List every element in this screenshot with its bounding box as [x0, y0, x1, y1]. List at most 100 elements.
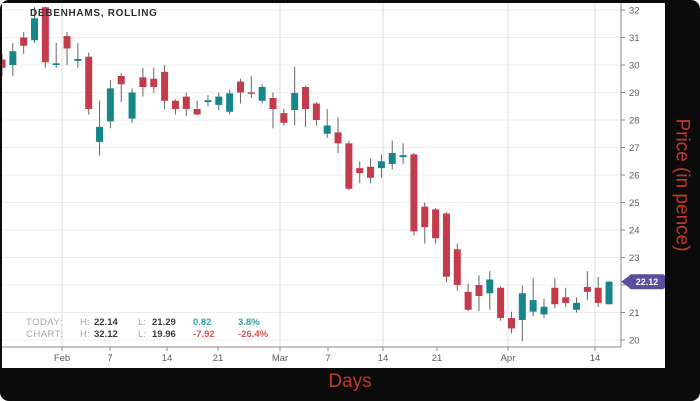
today-high: 22.14	[94, 317, 118, 328]
candle	[291, 66, 299, 126]
candle	[345, 140, 353, 191]
svg-text:14: 14	[162, 353, 173, 364]
candle	[226, 89, 234, 115]
high-label: H:	[80, 317, 90, 328]
candle	[399, 143, 407, 164]
svg-text:30: 30	[629, 61, 640, 72]
svg-text:20: 20	[629, 336, 640, 347]
svg-text:14: 14	[378, 353, 389, 364]
candle	[280, 109, 288, 126]
candle	[85, 52, 93, 115]
candle	[323, 109, 331, 138]
stats-row-today: TODAY: H: 22.14 L: 21.29 0.82 3.8%	[26, 317, 326, 328]
candle	[388, 140, 396, 170]
candle	[161, 65, 169, 109]
chart-panel: 20 21 23 24 25 26 27 28 29 30 31 32 Feb 7 14 21 Mar 7 14 21…	[0, 3, 665, 368]
candle	[302, 85, 310, 127]
svg-text:26: 26	[629, 171, 640, 182]
candle	[128, 88, 136, 123]
chart-change: -7.92	[193, 329, 215, 340]
y-axis: 20 21 23 24 25 26 27 28 29 30 31 32	[620, 3, 640, 347]
candle	[106, 80, 114, 129]
svg-text:14: 14	[590, 353, 601, 364]
svg-text:21: 21	[432, 353, 443, 364]
x-axis-title: Days	[328, 371, 372, 392]
today-change-pct: 3.8%	[238, 317, 260, 328]
svg-text:22.12: 22.12	[636, 277, 659, 287]
candle	[52, 43, 60, 68]
candle	[312, 102, 320, 126]
candle	[605, 281, 613, 305]
today-label: TODAY:	[26, 317, 63, 328]
svg-text:Apr: Apr	[501, 353, 516, 364]
candle	[453, 243, 461, 291]
candle	[269, 92, 277, 129]
candle	[31, 7, 39, 43]
svg-text:24: 24	[629, 226, 640, 237]
candle	[247, 76, 255, 98]
y-axis-title-text: Price (in pence)	[672, 118, 693, 252]
svg-text:7: 7	[107, 353, 112, 364]
candle	[204, 95, 212, 107]
low-label: L:	[138, 317, 146, 328]
high-label: H:	[80, 329, 90, 340]
candle	[551, 278, 559, 309]
svg-text:Feb: Feb	[54, 353, 70, 364]
candle	[583, 271, 591, 301]
candle	[74, 43, 82, 68]
candle	[497, 286, 505, 321]
candle	[518, 285, 526, 342]
candle	[356, 161, 364, 184]
candle	[507, 311, 515, 334]
svg-text:31: 31	[629, 33, 640, 44]
svg-text:27: 27	[629, 143, 640, 154]
stats-row-chart: CHART: H: 32.12 L: 19.96 -7.92 -26.4%	[26, 329, 326, 340]
candle	[63, 32, 71, 65]
candle	[193, 100, 201, 116]
candlestick-chart: 20 21 23 24 25 26 27 28 29 30 31 32 Feb 7 14 21 Mar 7 14 21…	[0, 3, 665, 364]
candle	[367, 158, 375, 184]
candle	[334, 117, 342, 153]
candle	[41, 6, 49, 68]
candle	[377, 154, 385, 178]
candle	[594, 276, 602, 307]
svg-text:25: 25	[629, 198, 640, 209]
candle	[540, 298, 548, 318]
candles	[0, 6, 613, 342]
svg-text:23: 23	[629, 253, 640, 264]
candle	[442, 212, 450, 283]
svg-text:21: 21	[213, 353, 224, 364]
candle	[236, 78, 244, 104]
svg-text:28: 28	[629, 116, 640, 127]
candle	[486, 271, 494, 310]
candle	[150, 67, 158, 93]
candle	[562, 287, 570, 307]
candle	[20, 32, 28, 54]
svg-text:7: 7	[325, 353, 330, 364]
svg-text:29: 29	[629, 88, 640, 99]
svg-text:21: 21	[629, 308, 640, 319]
chart-label: CHART:	[26, 329, 64, 340]
chart-title: DEBENHAMS, ROLLING	[30, 8, 158, 19]
chart-change-pct: -26.4%	[238, 329, 269, 340]
candle	[117, 73, 125, 103]
candle	[464, 283, 472, 312]
gridlines	[2, 3, 621, 347]
today-change: 0.82	[193, 317, 212, 328]
candle	[410, 153, 418, 236]
candle	[139, 67, 147, 97]
today-low: 21.29	[152, 317, 176, 328]
svg-text:32: 32	[629, 6, 640, 17]
candle	[9, 43, 17, 76]
candle	[421, 202, 429, 244]
chart-low: 19.96	[152, 329, 176, 340]
candle	[182, 92, 190, 116]
x-axis: Feb 7 14 21 Mar 7 14 21 Apr 14	[2, 346, 621, 364]
chart-high: 32.12	[94, 329, 118, 340]
candle	[573, 297, 581, 313]
candle	[529, 278, 537, 317]
candle	[171, 99, 179, 115]
candle	[215, 92, 223, 111]
y-axis-title: Price (in pence)	[664, 20, 700, 350]
